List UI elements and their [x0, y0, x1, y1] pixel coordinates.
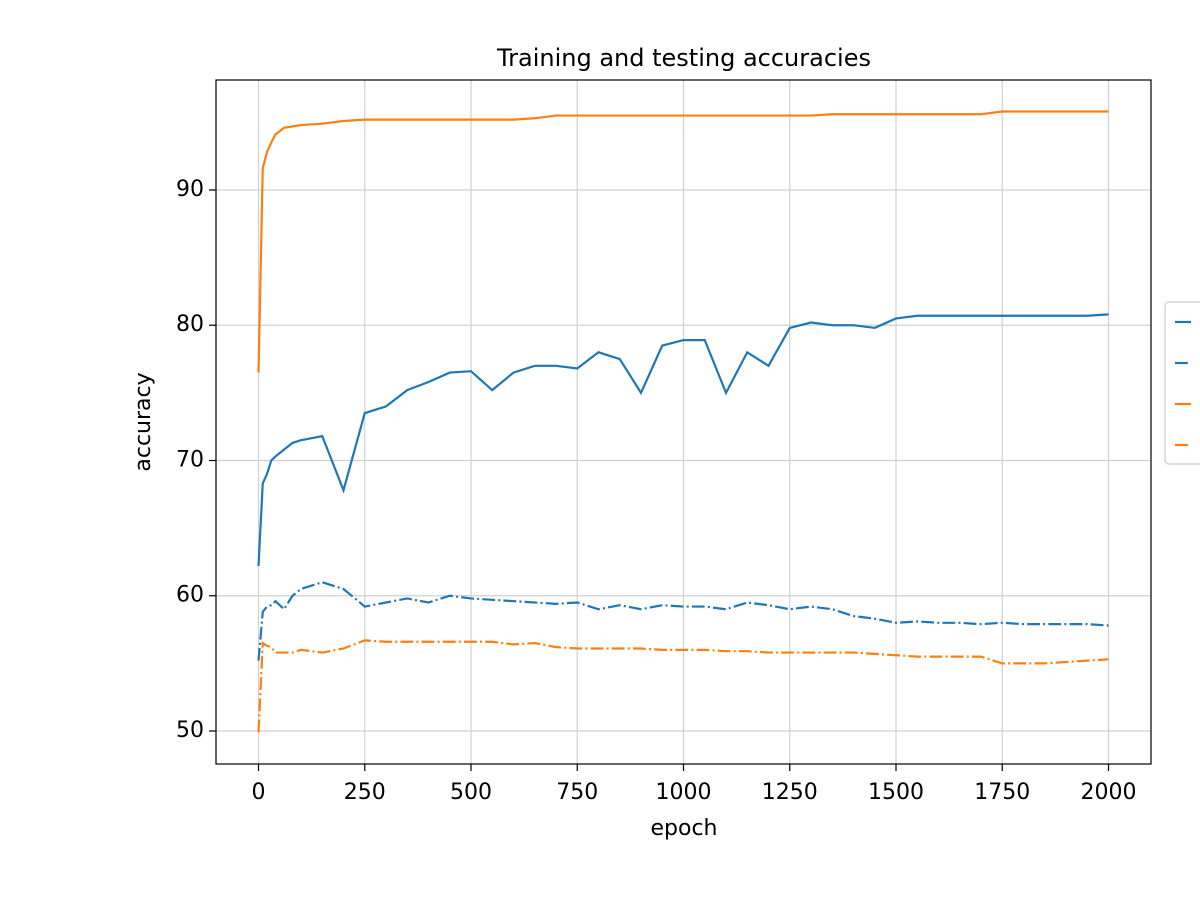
x-tick-label: 750 [556, 780, 598, 805]
x-tick-label: 250 [344, 780, 386, 805]
x-tick-label: 1000 [656, 780, 712, 805]
x-tick-label: 0 [252, 780, 266, 805]
x-axis-label: epoch [651, 816, 718, 841]
y-tick-label: 50 [176, 718, 204, 743]
y-tick-label: 80 [176, 312, 204, 337]
x-tick-label: 500 [450, 780, 492, 805]
y-axis-label: accuracy [131, 372, 156, 471]
y-tick-label: 60 [176, 583, 204, 608]
chart-title: Training and testing accuracies [496, 44, 871, 72]
series-line [257, 110, 1109, 373]
y-tick-label: 90 [176, 177, 204, 202]
legend-box [1164, 301, 1200, 465]
plot-frame [215, 79, 1152, 765]
series-line [257, 581, 1109, 661]
x-tick-label: 2000 [1081, 780, 1137, 805]
y-tick-label: 70 [176, 447, 204, 472]
series-line [257, 313, 1109, 567]
x-tick-label: 1250 [762, 780, 818, 805]
x-tick-label: 1500 [868, 780, 924, 805]
x-tick-label: 1750 [974, 780, 1030, 805]
